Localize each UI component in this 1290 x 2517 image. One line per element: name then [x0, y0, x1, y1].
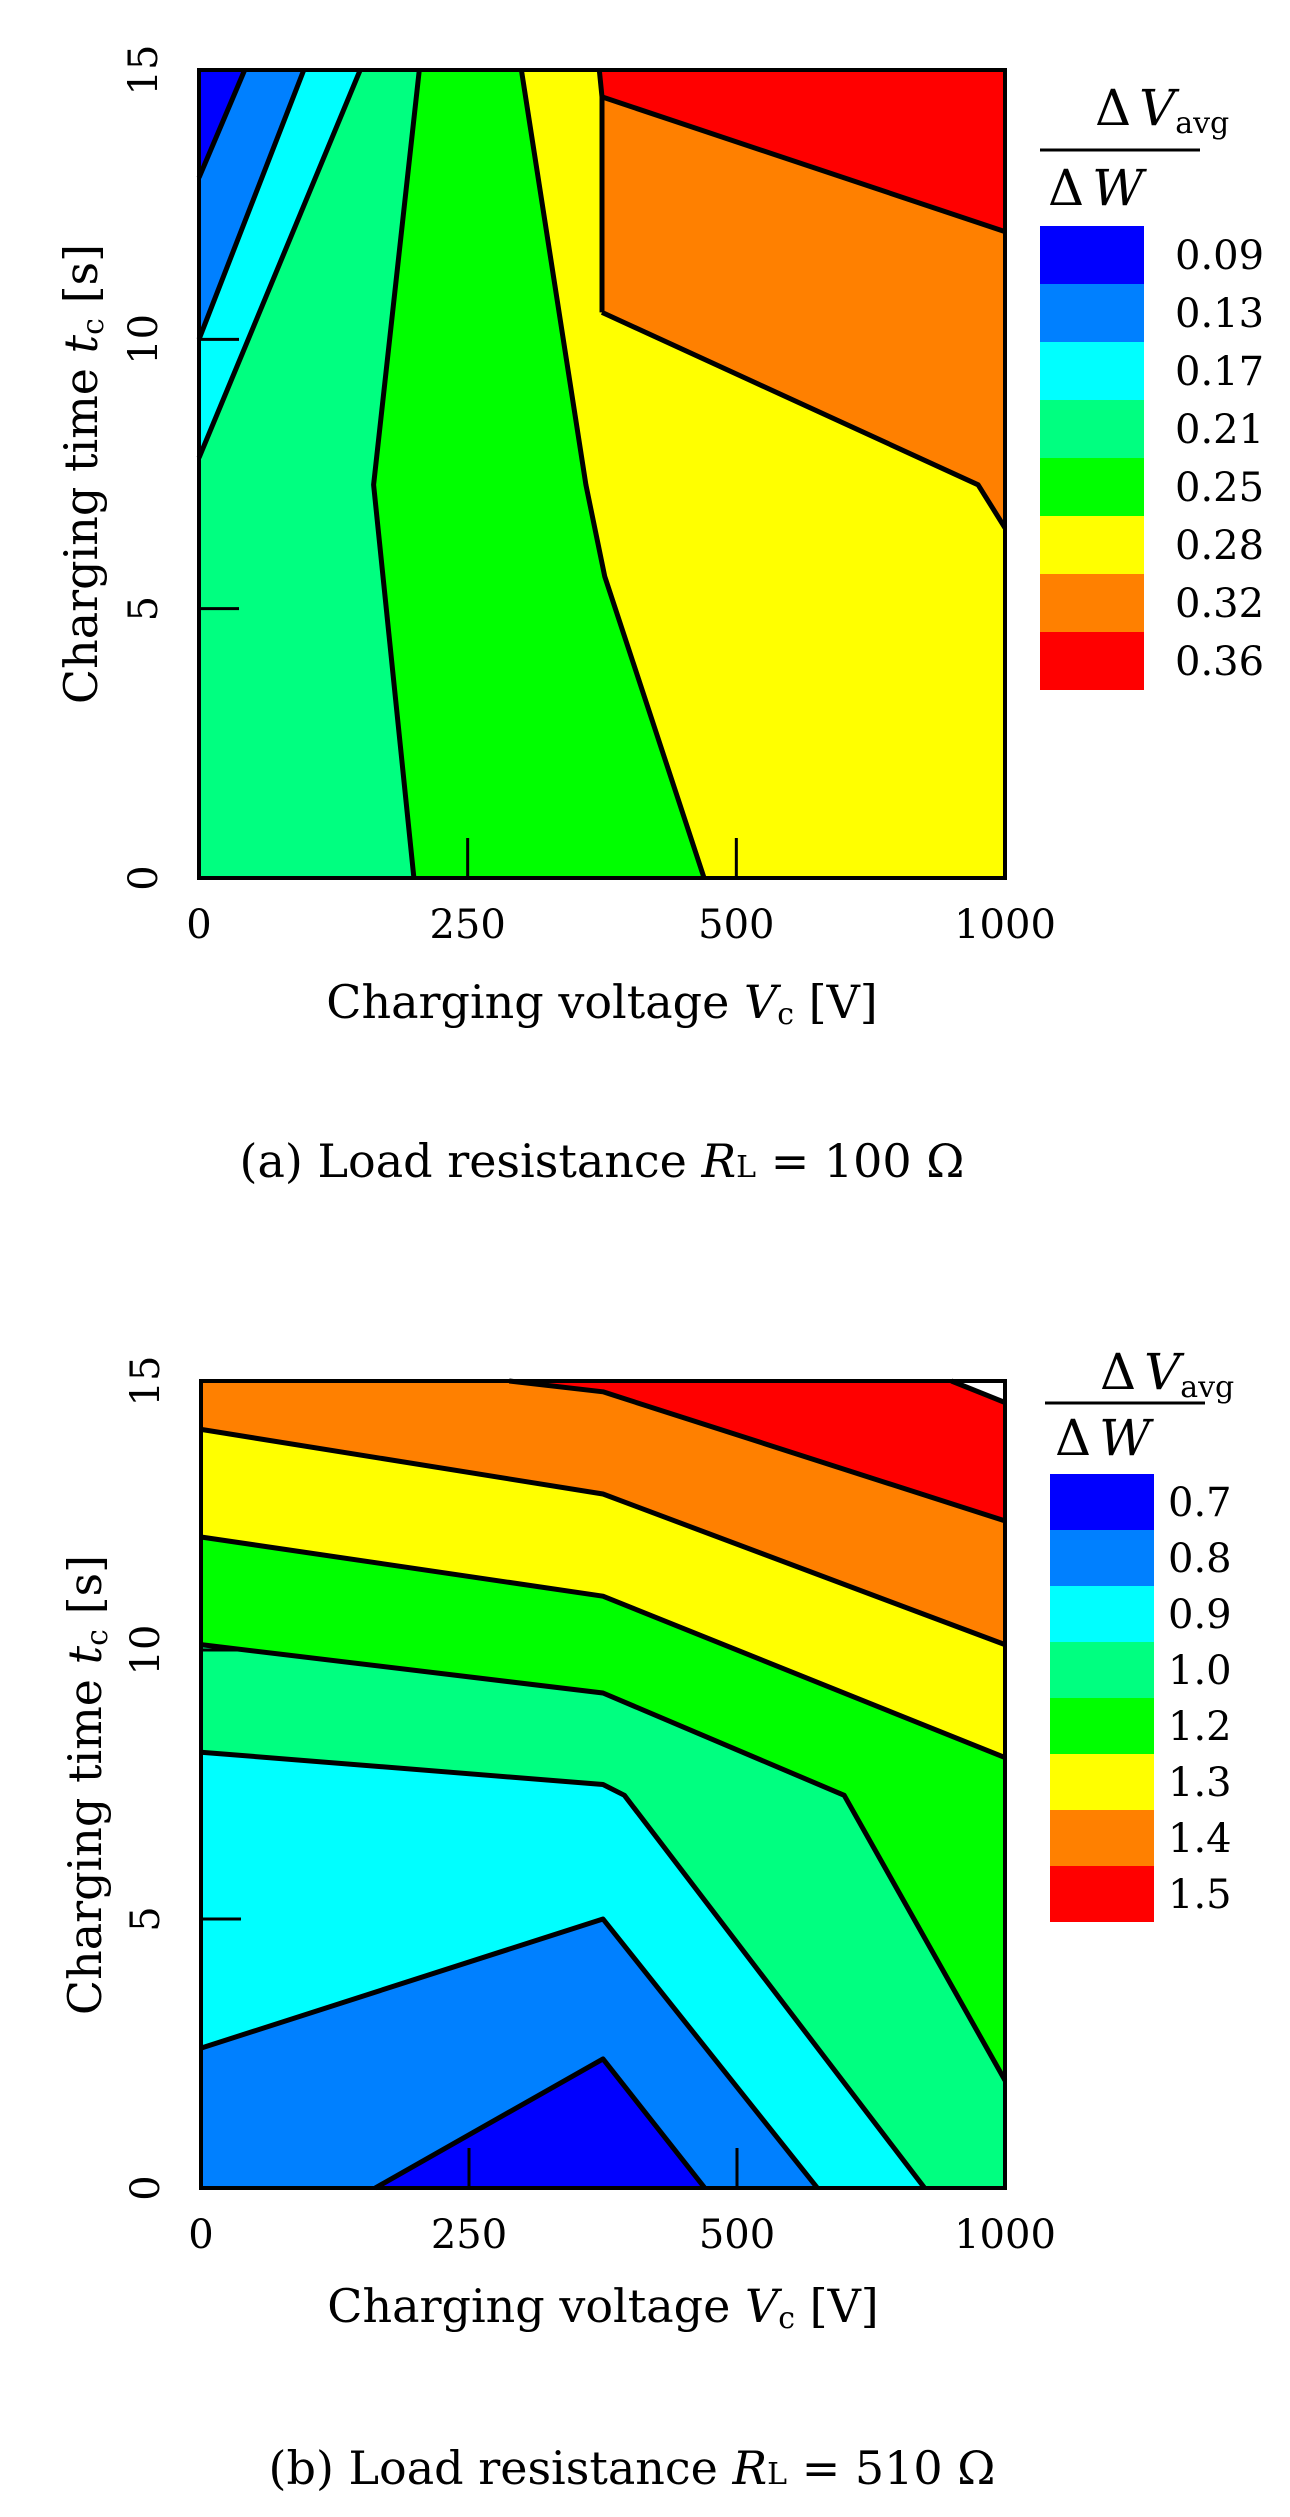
panel-b-x-tick-label: 500 [699, 2212, 775, 2258]
panel-a-contour-fills [198, 69, 1006, 879]
panel-a-contour-line-3 [196, 69, 363, 459]
panel-a-y-axis: 0 5 10 15 [121, 45, 239, 891]
panel-b-colorbar-label: 0.7 [1168, 1480, 1232, 1526]
panel-b-colorbar-label: 1.2 [1168, 1704, 1232, 1750]
panel-b-contour-lines [200, 1378, 1008, 2191]
panel-b-colorbar-numerator: Δ Vavg [1100, 1343, 1234, 1405]
panel-a-colorbar-label: 0.25 [1175, 465, 1264, 511]
panel-b-contour-line-2 [200, 1916, 820, 2190]
panel-b-x-tick-label: 0 [188, 2212, 213, 2258]
panel-b-colorbar: 0.7 0.8 0.9 1.0 1.2 1.3 1.4 1.5 [1050, 1474, 1232, 1922]
panel-b-y-tick-label: 10 [123, 1625, 169, 1676]
panel-a-x-axis: 0 250 500 1000 [186, 838, 1056, 948]
panel-a-colorbar-swatch-0.09 [1040, 226, 1144, 284]
panel-b-plot-frame [199, 1379, 1007, 2190]
panel-a-y-axis-label: Charging time tc [s] [54, 244, 111, 704]
panel-b-colorbar-swatch-1.2 [1050, 1698, 1154, 1754]
panel-a-x-tick-label: 1000 [954, 902, 1056, 948]
panel-a-colorbar-swatch-0.36 [1040, 632, 1144, 690]
panel-b-colorbar-label: 1.3 [1168, 1760, 1232, 1806]
panel-a: 0 250 500 1000 0 5 10 15 Charging voltage Vc [… [54, 45, 1264, 1188]
panel-b-y-tick-label: 15 [123, 1356, 169, 1407]
panel-a-contour-line-5 [518, 69, 707, 879]
panel-b-colorbar-label: 0.9 [1168, 1592, 1232, 1638]
panel-a-colorbar-swatch-0.32 [1040, 574, 1144, 632]
panel-b-contour-line-4 [200, 1642, 1008, 2082]
panel-b-colorbar-label: 1.5 [1168, 1872, 1232, 1918]
panel-b-colorbar-swatch-1.3 [1050, 1754, 1154, 1810]
panel-b-contour-line-1 [373, 2056, 707, 2191]
panel-b-contour-line-7 [508, 1378, 1006, 1524]
panel-a-x-axis-label: Charging voltage Vc [V] [326, 975, 877, 1032]
panel-b-colorbar-swatch-0.9 [1050, 1586, 1154, 1642]
panel-a-colorbar-swatch-0.25 [1040, 458, 1144, 516]
panel-a-y-tick-label: 0 [121, 865, 167, 890]
panel-a-y-tick-label: 5 [121, 596, 167, 621]
panel-a-plot-frame [197, 68, 1007, 880]
panel-a-colorbar-label: 0.13 [1175, 291, 1264, 337]
panel-b-x-axis: 0 250 500 1000 [188, 2148, 1056, 2258]
panel-a-caption: (a) Load resistance RL = 100 Ω [240, 1134, 965, 1188]
panel-b-colorbar-swatch-1.0 [1050, 1642, 1154, 1698]
panel-b-caption: (b) Load resistance RL = 510 Ω [269, 2441, 996, 2495]
panel-a-contour-line-2 [196, 69, 307, 341]
panel-b: 0 250 500 1000 0 5 10 15 Charging voltage Vc [… [58, 1343, 1234, 2495]
panel-a-colorbar-swatch-0.17 [1040, 342, 1144, 400]
panel-a-contour-line-4 [371, 69, 422, 879]
panel-a-contour-line-8 [601, 94, 1006, 234]
panel-a-colorbar-label: 0.32 [1175, 581, 1264, 627]
panel-a-colorbar-label: 0.36 [1175, 639, 1264, 685]
panel-b-y-tick-label: 5 [123, 1906, 169, 1931]
panel-a-colorbar-label: 0.21 [1175, 407, 1264, 453]
panel-b-x-axis-label: Charging voltage Vc [V] [327, 2279, 878, 2336]
panel-a-colorbar: 0.09 0.13 0.17 0.21 0.25 0.28 0.32 0.36 [1040, 226, 1264, 690]
panel-a-contour-lines [196, 69, 1008, 879]
panel-a-colorbar-label: 0.28 [1175, 523, 1264, 569]
panel-b-y-axis-label: Charging time tc [s] [58, 1555, 115, 2015]
panel-a-colorbar-label: 0.17 [1175, 349, 1264, 395]
panel-b-x-tick-label: 1000 [954, 2212, 1056, 2258]
panel-a-x-tick-label: 250 [429, 902, 505, 948]
panel-a-contour-line-7 [600, 310, 1008, 530]
panel-b-contour-line-8 [950, 1378, 1006, 1405]
panel-b-contour-line-5 [200, 1534, 1006, 1760]
panel-a-y-tick-label: 10 [121, 314, 167, 365]
panel-a-contour-line-1 [196, 69, 248, 179]
panel-a-colorbar-label: 0.09 [1175, 233, 1264, 279]
panel-b-x-tick-label: 250 [431, 2212, 507, 2258]
panel-a-y-tick-label: 15 [121, 45, 167, 96]
panel-b-colorbar-swatch-1.5 [1050, 1866, 1154, 1922]
panel-b-contour-line-6 [200, 1426, 1006, 1647]
panel-b-contour-line-3 [200, 1749, 927, 2190]
panel-a-x-tick-label: 0 [186, 902, 211, 948]
panel-a-colorbar-swatch-0.21 [1040, 400, 1144, 458]
panel-b-colorbar-swatch-0.7 [1050, 1474, 1154, 1530]
panel-b-y-tick-label: 0 [123, 2175, 169, 2200]
panel-b-colorbar-label: 0.8 [1168, 1536, 1232, 1582]
panel-a-colorbar-swatch-0.28 [1040, 516, 1144, 574]
panel-b-colorbar-swatch-0.8 [1050, 1530, 1154, 1586]
panel-b-y-axis: 0 5 10 15 [123, 1356, 241, 2201]
panel-a-colorbar-numerator: Δ Vavg [1095, 79, 1229, 141]
panel-a-colorbar-swatch-0.13 [1040, 284, 1144, 342]
panel-a-contour-line-6 [596, 69, 605, 313]
panel-b-colorbar-swatch-1.4 [1050, 1810, 1154, 1866]
panel-b-colorbar-label: 1.0 [1168, 1648, 1232, 1694]
panel-b-colorbar-label: 1.4 [1168, 1816, 1232, 1862]
panel-a-x-tick-label: 500 [698, 902, 774, 948]
